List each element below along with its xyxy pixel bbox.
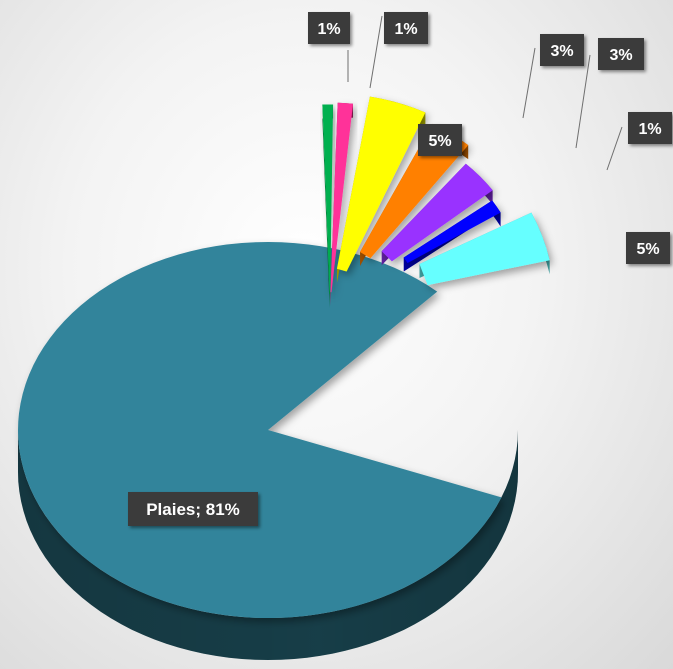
leader-line-2 xyxy=(369,15,383,89)
slice-2 xyxy=(330,102,353,307)
data-label-slice-3: 5% xyxy=(418,124,462,156)
main-pie-slice-group xyxy=(18,242,518,660)
data-label-slice-7: 5% xyxy=(626,232,670,264)
data-label-text: 3% xyxy=(609,47,632,64)
slice-3 xyxy=(336,96,426,283)
slice-top xyxy=(403,200,501,263)
slice-top xyxy=(360,123,469,259)
data-label-text: Plaies; 81% xyxy=(146,500,240,519)
slice-6 xyxy=(403,200,501,272)
main-slice-top xyxy=(18,242,502,619)
data-label-box xyxy=(626,232,670,264)
data-label-slice-4: 3% xyxy=(540,34,584,66)
data-label-text: 1% xyxy=(317,21,340,38)
leader-lines xyxy=(347,15,623,171)
main-slice-side-shade xyxy=(18,430,518,660)
data-label-slice-1: 1% xyxy=(308,12,350,44)
data-label-text: 5% xyxy=(428,133,451,150)
exploded-slices-group xyxy=(322,96,550,308)
data-label-box xyxy=(384,12,428,44)
data-label-slice-5: 3% xyxy=(598,38,644,70)
leader-line-5 xyxy=(606,126,623,171)
slice-top xyxy=(419,212,550,286)
data-label-slice-2: 1% xyxy=(384,12,428,44)
data-label-text: 5% xyxy=(636,241,659,258)
slice-1 xyxy=(322,104,334,308)
data-labels: Plaies; 81% 1% 1% 5% 3% 3% 1% 5% xyxy=(128,12,672,526)
leader-line-3 xyxy=(522,47,536,119)
data-label-plaies: Plaies; 81% xyxy=(128,492,258,526)
slice-7 xyxy=(419,212,550,286)
data-label-box xyxy=(598,38,644,70)
data-label-box xyxy=(128,492,258,526)
data-label-box xyxy=(628,112,672,144)
data-label-text: 3% xyxy=(550,43,573,60)
slice-top xyxy=(322,104,334,294)
data-label-text: 1% xyxy=(638,121,661,138)
data-label-box xyxy=(418,124,462,156)
data-label-box xyxy=(540,34,584,66)
slice-top xyxy=(330,102,353,293)
data-label-text: 1% xyxy=(394,21,417,38)
slice-top xyxy=(336,96,426,272)
data-label-slice-6: 1% xyxy=(628,112,672,144)
data-label-box xyxy=(308,12,350,44)
slice-5 xyxy=(381,163,493,266)
slice-top xyxy=(381,163,493,262)
leader-line-4 xyxy=(575,54,591,149)
